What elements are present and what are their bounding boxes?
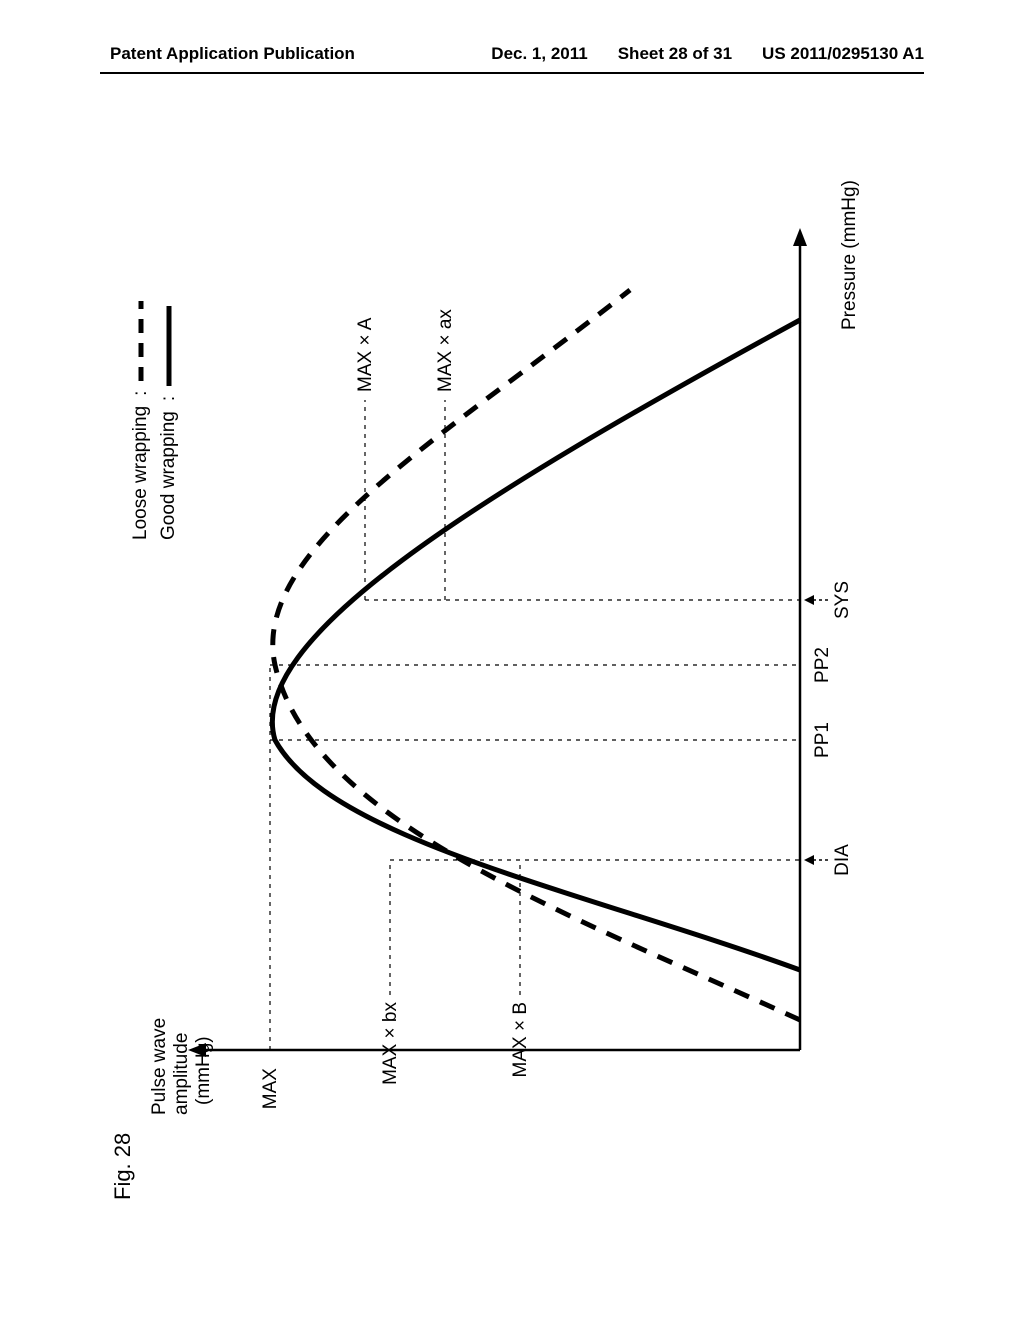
figure-label: Fig. 28	[110, 1133, 136, 1200]
legend-loose-label: Loose wrapping	[130, 406, 152, 540]
svg-text:amplitude: amplitude	[171, 1033, 192, 1115]
svg-text:MAX × bx: MAX × bx	[380, 1002, 401, 1085]
svg-text:MAX: MAX	[260, 1068, 281, 1110]
header-rule	[100, 72, 924, 74]
svg-text:SYS: SYS	[832, 581, 853, 619]
figure-container: Fig. 28 Loose wrapping : Good wrapping :	[0, 278, 1024, 1102]
legend: Loose wrapping : Good wrapping :	[130, 301, 180, 540]
legend-good-label: Good wrapping	[158, 411, 180, 540]
legend-good-row: Good wrapping :	[158, 301, 180, 540]
legend-good-swatch	[164, 306, 174, 386]
svg-text:MAX × B: MAX × B	[510, 1002, 531, 1078]
svg-text:MAX × A: MAX × A	[355, 317, 376, 392]
chart-svg: Pulse waveamplitude(mmHg) Pressure (mmHg)…	[100, 160, 924, 1220]
legend-loose-row: Loose wrapping :	[130, 301, 152, 540]
header-pubno: US 2011/0295130 A1	[762, 44, 924, 64]
svg-text:PP2: PP2	[812, 647, 833, 683]
svg-text:DIA: DIA	[832, 844, 853, 876]
header-date: Dec. 1, 2011	[491, 44, 587, 64]
legend-loose-swatch	[136, 301, 146, 381]
svg-text:PP1: PP1	[812, 722, 833, 758]
svg-text:Pressure (mmHg): Pressure (mmHg)	[839, 180, 860, 330]
svg-text:MAX × ax: MAX × ax	[435, 309, 456, 392]
axes	[188, 228, 807, 1057]
header-left: Patent Application Publication	[110, 44, 355, 64]
guide-lines	[270, 400, 800, 1050]
page-header: Patent Application Publication Dec. 1, 2…	[0, 44, 1024, 64]
header-sheet: Sheet 28 of 31	[618, 44, 732, 64]
svg-text:Pulse wave: Pulse wave	[149, 1018, 170, 1115]
svg-text:(mmHg): (mmHg)	[193, 1036, 214, 1105]
chart-labels: Pulse waveamplitude(mmHg) Pressure (mmHg)…	[149, 180, 860, 1115]
curves	[272, 290, 800, 1020]
